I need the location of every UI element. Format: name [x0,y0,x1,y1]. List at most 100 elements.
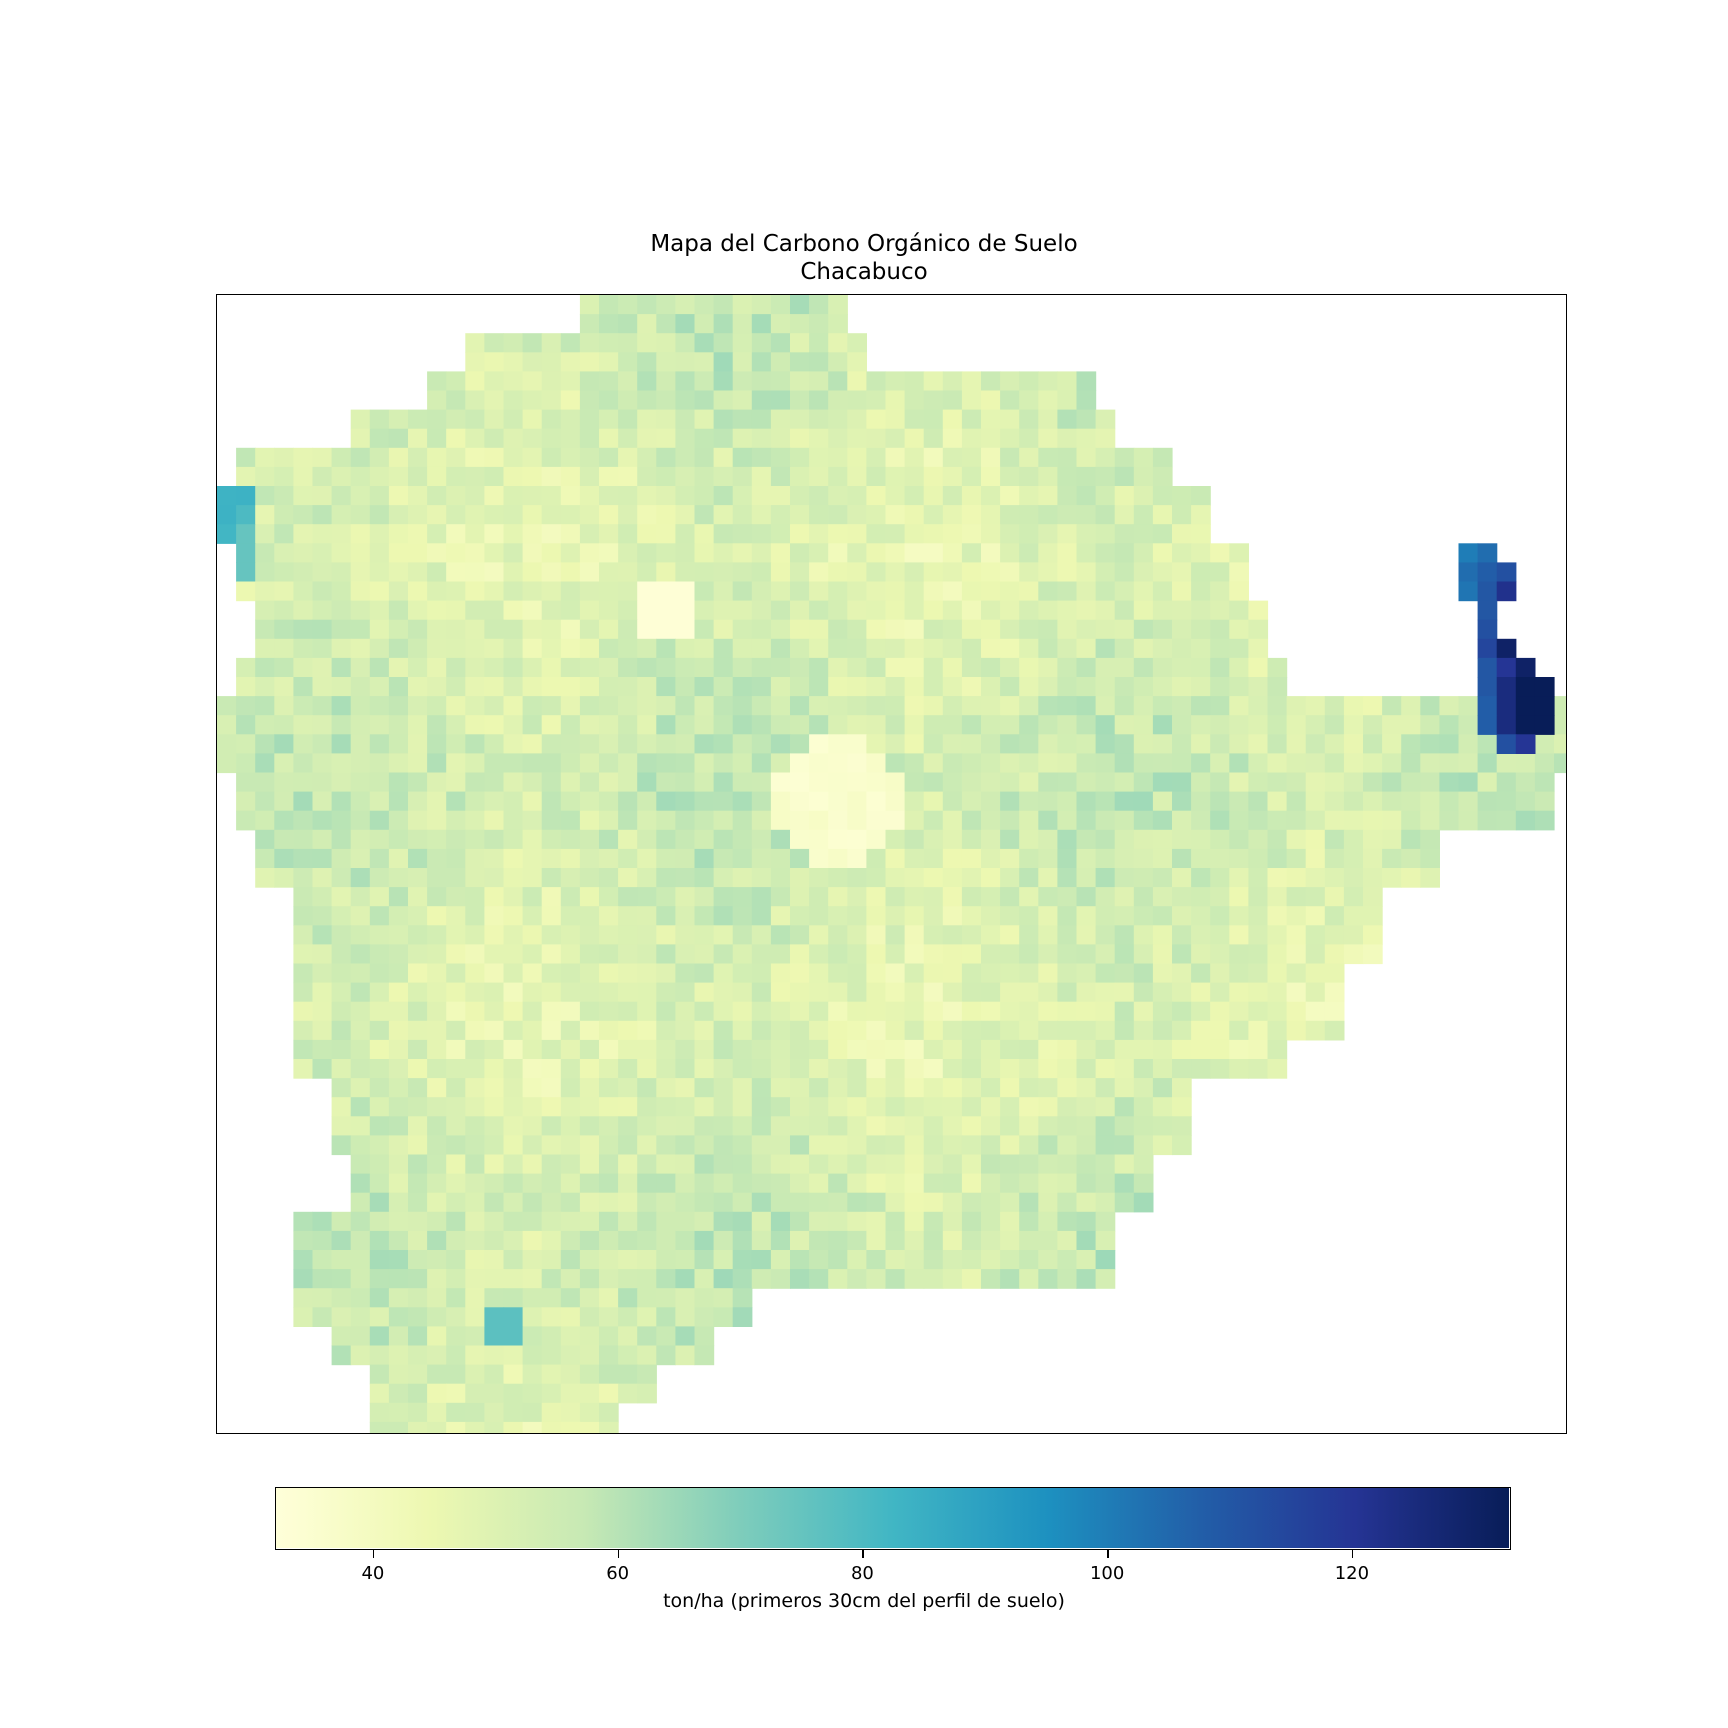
map-cell [522,1001,543,1022]
map-cell [1019,772,1039,793]
map-cell [618,371,638,392]
map-cell [732,1269,753,1289]
map-cell [503,810,524,831]
map-cell [522,906,543,926]
map-cell [885,524,906,544]
map-cell [484,543,505,563]
map-cell [484,466,505,487]
map-cell [885,1173,906,1194]
map-cell [1000,734,1020,754]
map-cell [560,1039,581,1060]
map-cell [1152,638,1173,659]
map-cell [847,963,867,984]
map-cell [656,887,676,907]
map-cell [961,1173,982,1194]
map-cell [408,1154,428,1175]
map-cell [255,734,275,754]
map-cell [484,963,505,984]
map-cell [694,1173,715,1194]
map-cell [1267,1001,1288,1022]
map-cell [503,1078,524,1098]
map-cell [1095,428,1116,449]
map-cell [331,486,352,506]
map-cell [541,1288,562,1308]
map-cell [732,1020,753,1041]
map-cell [388,428,409,449]
map-cell [408,1211,428,1232]
map-cell [961,715,982,735]
map-cell [618,466,638,487]
map-cell [1324,696,1345,716]
map-cell [579,734,600,754]
map-cell [656,772,676,793]
map-cell [1172,1039,1192,1060]
map-cell [732,638,753,659]
map-cell [560,715,581,735]
map-cell [1496,791,1517,812]
map-cell [1019,428,1039,449]
map-cell [637,1039,657,1060]
map-cell [790,1078,810,1098]
map-cell [579,333,600,353]
map-cell [1229,753,1249,774]
map-cell [1076,906,1097,926]
map-cell [1000,925,1020,945]
map-cell [885,906,906,926]
map-cell [828,505,848,525]
map-cell [408,543,428,563]
map-cell [751,466,772,487]
map-cell [713,1230,734,1251]
map-cell [828,352,848,372]
map-cell [637,868,657,888]
map-cell [694,1288,715,1308]
map-cell [446,829,466,850]
map-cell [675,524,696,544]
map-cell [732,906,753,926]
map-cell [484,447,505,468]
map-cell [1019,982,1039,1003]
map-cell [637,677,657,697]
map-cell [255,677,275,697]
map-cell [599,543,619,563]
map-cell [1420,772,1440,793]
map-cell [1076,1230,1097,1251]
map-cell [981,524,1001,544]
map-cell [790,505,810,525]
map-cell [751,848,772,869]
map-cell-high [1458,562,1479,583]
map-cell [1076,1250,1097,1270]
map-cell [1152,848,1173,869]
map-cell [1019,715,1039,735]
map-cell [637,333,657,353]
map-cell [1114,829,1135,850]
map-cell [866,1039,887,1060]
map-cell [503,390,524,411]
map-cell [503,1097,524,1117]
map-cell [465,982,485,1003]
map-cell [1114,486,1135,506]
map-cell [427,390,447,411]
map-cell [637,963,657,984]
map-cell [599,428,619,449]
map-cell [579,1135,600,1156]
map-cell [1133,848,1154,869]
map-cell [388,447,409,468]
map-cell [675,543,696,563]
map-cell [809,1001,829,1022]
map-cell [331,829,352,850]
map-cell [713,1192,734,1213]
map-cell [656,696,676,716]
map-cell [961,409,982,430]
map-cell [637,1326,657,1347]
map-cell [408,868,428,888]
map-cell [1305,848,1326,869]
map-cell [1152,829,1173,850]
map-cell [350,887,371,907]
map-cell [732,371,753,392]
map-cell [770,1039,791,1060]
map-cell [751,447,772,468]
map-cell [446,1001,466,1022]
map-cell [1057,657,1078,678]
map-cell [331,1307,352,1327]
map-cell [484,1402,505,1423]
